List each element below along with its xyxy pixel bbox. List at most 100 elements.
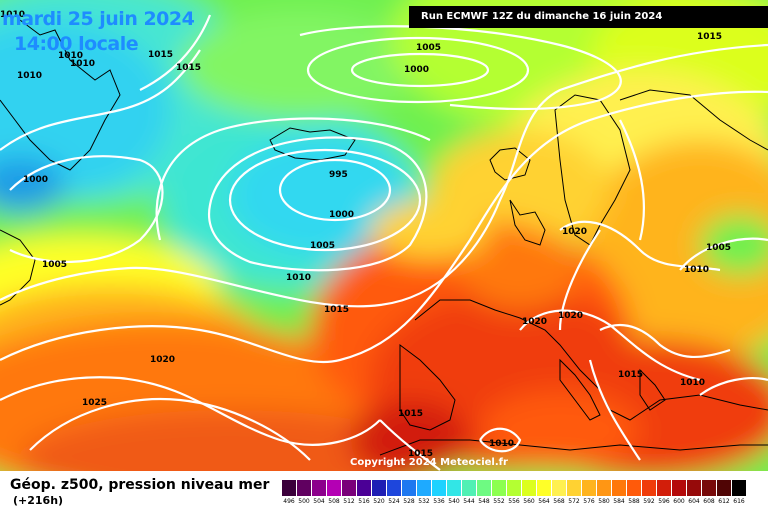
color-scale-label: 528 bbox=[403, 498, 415, 505]
color-scale-label: 580 bbox=[598, 498, 610, 505]
color-scale-swatch bbox=[297, 480, 311, 496]
color-scale-label: 532 bbox=[418, 498, 430, 505]
color-scale-label: 584 bbox=[613, 498, 625, 505]
forecast-time: 14:00 locale bbox=[14, 33, 139, 55]
color-scale-swatch bbox=[582, 480, 596, 496]
color-scale-swatch bbox=[642, 480, 656, 496]
color-scale-swatch bbox=[432, 480, 446, 496]
isobar-label: 1005 bbox=[42, 260, 67, 270]
isobar-label: 1010 bbox=[489, 439, 514, 449]
weather-map: 1010 1010 1010 1015 1015 1005 1000 1015 … bbox=[0, 0, 768, 471]
isobar-label: 1020 bbox=[522, 317, 547, 327]
color-scale-swatch bbox=[567, 480, 581, 496]
isobar-label: 1005 bbox=[416, 43, 441, 53]
color-scale-swatch bbox=[612, 480, 626, 496]
color-scale-label: 512 bbox=[343, 498, 355, 505]
color-scale-label: 496 bbox=[283, 498, 295, 505]
color-scale-label: 592 bbox=[643, 498, 655, 505]
color-scale-swatch bbox=[447, 480, 461, 496]
color-scale-label: 604 bbox=[688, 498, 700, 505]
color-scale-swatch bbox=[627, 480, 641, 496]
copyright-text: Copyright 2024 Meteociel.fr bbox=[350, 457, 508, 468]
color-scale-label: 500 bbox=[298, 498, 310, 505]
isobar-label: 1010 bbox=[684, 265, 709, 275]
color-scale-swatch bbox=[597, 480, 611, 496]
color-scale-swatch bbox=[282, 480, 296, 496]
color-scale-swatch bbox=[537, 480, 551, 496]
isobar-label: 1000 bbox=[23, 175, 48, 185]
isobar-label: 1015 bbox=[324, 305, 349, 315]
isobar-label: 1010 bbox=[680, 378, 705, 388]
color-scale-label: 600 bbox=[673, 498, 685, 505]
color-scale-swatch bbox=[462, 480, 476, 496]
isobar-label: 1015 bbox=[148, 50, 173, 60]
isobar-label: 1015 bbox=[398, 409, 423, 419]
color-scale-swatch bbox=[387, 480, 401, 496]
isobar-label: 1015 bbox=[408, 449, 433, 459]
isobar-label: 1020 bbox=[150, 355, 175, 365]
color-scale-swatch bbox=[507, 480, 521, 496]
color-scale-label: 568 bbox=[553, 498, 565, 505]
isobar-label: 1020 bbox=[558, 311, 583, 321]
color-scale-swatch bbox=[402, 480, 416, 496]
color-scale-swatch bbox=[492, 480, 506, 496]
color-scale-label: 588 bbox=[628, 498, 640, 505]
forecast-date: mardi 25 juin 2024 bbox=[2, 8, 195, 30]
color-scale-label: 548 bbox=[478, 498, 490, 505]
color-scale-swatch bbox=[477, 480, 491, 496]
color-scale-swatch bbox=[732, 480, 746, 496]
coastlines bbox=[0, 19, 768, 456]
isobar-label: 1005 bbox=[310, 241, 335, 251]
isobars bbox=[0, 14, 768, 471]
color-scale-label: 608 bbox=[703, 498, 715, 505]
color-scale-label: 616 bbox=[733, 498, 745, 505]
color-scale-label: 508 bbox=[328, 498, 340, 505]
isobar-label: 1015 bbox=[618, 370, 643, 380]
model-run-banner: Run ECMWF 12Z du dimanche 16 juin 2024 bbox=[409, 6, 768, 28]
isobar-label: 1010 bbox=[58, 51, 83, 61]
color-scale-swatch bbox=[702, 480, 716, 496]
isobar-label: 1010 bbox=[70, 59, 95, 69]
isobar-label: 1015 bbox=[697, 32, 722, 42]
color-scale-label: 540 bbox=[448, 498, 460, 505]
isobar-label: 1010 bbox=[17, 71, 42, 81]
isobar-label: 995 bbox=[329, 170, 348, 180]
legend-footer: Géop. z500, pression niveau mer (+216h) … bbox=[0, 471, 768, 512]
color-scale-label: 576 bbox=[583, 498, 595, 505]
color-scale-label: 564 bbox=[538, 498, 550, 505]
isobar-labels: 1010 1010 1010 1015 1015 1005 1000 1015 … bbox=[0, 10, 731, 459]
color-scale-label: 572 bbox=[568, 498, 580, 505]
color-scale-swatch bbox=[312, 480, 326, 496]
color-scale-swatch bbox=[522, 480, 536, 496]
color-scale-swatch bbox=[372, 480, 386, 496]
map-title: Géop. z500, pression niveau mer bbox=[10, 477, 270, 493]
isobar-label: 1015 bbox=[176, 63, 201, 73]
color-scale-swatch bbox=[417, 480, 431, 496]
color-scale-swatch bbox=[672, 480, 686, 496]
forecast-lead-time: (+216h) bbox=[13, 494, 64, 507]
geopotential-field bbox=[0, 0, 768, 471]
color-scale-swatch bbox=[552, 480, 566, 496]
color-scale-label: 520 bbox=[373, 498, 385, 505]
color-scale-label: 504 bbox=[313, 498, 325, 505]
color-scale-swatch bbox=[342, 480, 356, 496]
color-scale-swatch bbox=[357, 480, 371, 496]
color-scale-swatch bbox=[717, 480, 731, 496]
color-scale-swatch bbox=[657, 480, 671, 496]
isobar-label: 1005 bbox=[706, 243, 731, 253]
isobar-label: 1010 bbox=[286, 273, 311, 283]
color-scale-label: 560 bbox=[523, 498, 535, 505]
color-scale-label: 516 bbox=[358, 498, 370, 505]
color-scale-label: 612 bbox=[718, 498, 730, 505]
color-scale-swatch bbox=[687, 480, 701, 496]
isobar-label: 1025 bbox=[82, 398, 107, 408]
isobar-label: 1000 bbox=[329, 210, 354, 220]
color-scale-label: 544 bbox=[463, 498, 475, 505]
isobar-label: 1020 bbox=[562, 227, 587, 237]
color-scale-label: 552 bbox=[493, 498, 505, 505]
isobar-label: 1010 bbox=[0, 10, 25, 20]
color-scale-label: 596 bbox=[658, 498, 670, 505]
color-scale-label: 524 bbox=[388, 498, 400, 505]
color-scale-swatch bbox=[327, 480, 341, 496]
